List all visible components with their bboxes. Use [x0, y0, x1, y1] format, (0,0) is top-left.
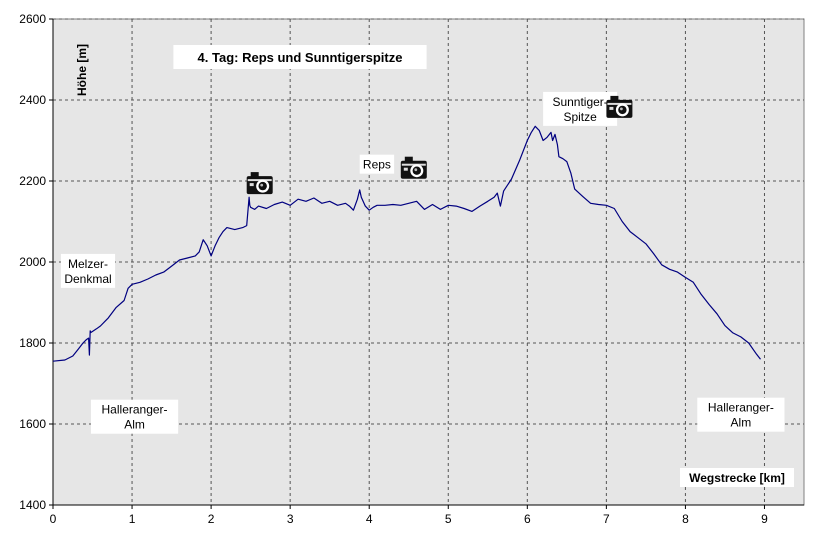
- chart-title-box: [173, 45, 427, 69]
- annotation-text: Alm: [124, 418, 145, 432]
- camera-lens: [258, 181, 267, 191]
- annotation-text: Spitze: [563, 110, 597, 124]
- camera-flash: [403, 167, 408, 171]
- camera-flash: [249, 183, 254, 187]
- camera-band: [401, 163, 426, 166]
- y-tick-label: 1600: [19, 417, 46, 431]
- camera-viewfinder: [404, 156, 413, 162]
- x-tick-label: 1: [129, 512, 136, 526]
- series-layer: [52, 125, 761, 362]
- camera-icons-layer: [246, 95, 633, 195]
- y-axis-title: Höhe [m]: [75, 44, 89, 96]
- x-axis-title: Wegstrecke [km]: [689, 471, 785, 485]
- annotation-text: Halleranger-: [708, 401, 774, 415]
- annotation-label: Reps: [359, 154, 395, 174]
- camera-icon: [246, 172, 273, 195]
- annotation-label: Sunntiger-Spitze: [543, 91, 618, 126]
- annotation-label: Halleranger-Alm: [697, 397, 785, 432]
- annotation-text: Melzer-: [68, 257, 108, 271]
- camera-lens: [618, 105, 627, 115]
- x-axis-title-box: [680, 468, 794, 487]
- annotation-text: Alm: [731, 416, 752, 430]
- x-tick-label: 2: [208, 512, 215, 526]
- x-tick-label: 6: [524, 512, 531, 526]
- camera-icon: [606, 95, 633, 118]
- y-tick-label: 2400: [19, 93, 46, 107]
- camera-viewfinder: [250, 172, 259, 178]
- y-tick-label: 1800: [19, 336, 46, 350]
- annotations-layer: Melzer-DenkmalHalleranger-AlmRepsSunntig…: [60, 91, 785, 434]
- x-tick-label: 3: [287, 512, 294, 526]
- x-tick-label: 8: [682, 512, 689, 526]
- annotation-text: Reps: [363, 158, 391, 172]
- camera-viewfinder: [610, 95, 619, 101]
- annotation-box: [359, 154, 395, 174]
- title-layer: 4. Tag: Reps und Sunntigerspitze: [173, 45, 427, 69]
- y-tick-label: 2600: [19, 12, 46, 26]
- annotation-text: Sunntiger-: [552, 95, 607, 109]
- grid-lines: [53, 18, 804, 505]
- annotation-box: [90, 399, 179, 434]
- x-tick-label: 5: [445, 512, 452, 526]
- annotation-label: Melzer-Denkmal: [60, 253, 116, 288]
- y-tick-label: 1400: [19, 498, 46, 512]
- annotation-label: Halleranger-Alm: [90, 399, 179, 434]
- annotation-text: Halleranger-: [102, 403, 168, 417]
- x-tick-label: 0: [50, 512, 57, 526]
- camera-lens: [412, 166, 421, 175]
- camera-icon: [400, 156, 427, 179]
- x-tick-label: 9: [761, 512, 768, 526]
- axes: 1400 1600 1800 2000 2200 2400 2600 0 1 2 3 4 5 6 7 8 9: [19, 12, 804, 526]
- y-tick-label: 2000: [19, 255, 46, 269]
- camera-lens-glint: [414, 168, 418, 172]
- annotation-box: [697, 397, 785, 432]
- y-tick-label: 2200: [19, 174, 46, 188]
- camera-band: [607, 102, 632, 105]
- x-tick-label: 7: [603, 512, 610, 526]
- camera-lens-glint: [260, 183, 264, 187]
- x-tick-label: 4: [366, 512, 373, 526]
- chart-title: 4. Tag: Reps und Sunntigerspitze: [198, 50, 403, 65]
- annotation-box: [60, 253, 116, 288]
- elevation-series-line: [52, 125, 761, 362]
- camera-band: [247, 179, 272, 182]
- camera-lens-glint: [620, 107, 623, 111]
- camera-flash: [609, 106, 614, 110]
- annotation-box: [543, 91, 618, 126]
- annotation-text: Denkmal: [64, 272, 111, 286]
